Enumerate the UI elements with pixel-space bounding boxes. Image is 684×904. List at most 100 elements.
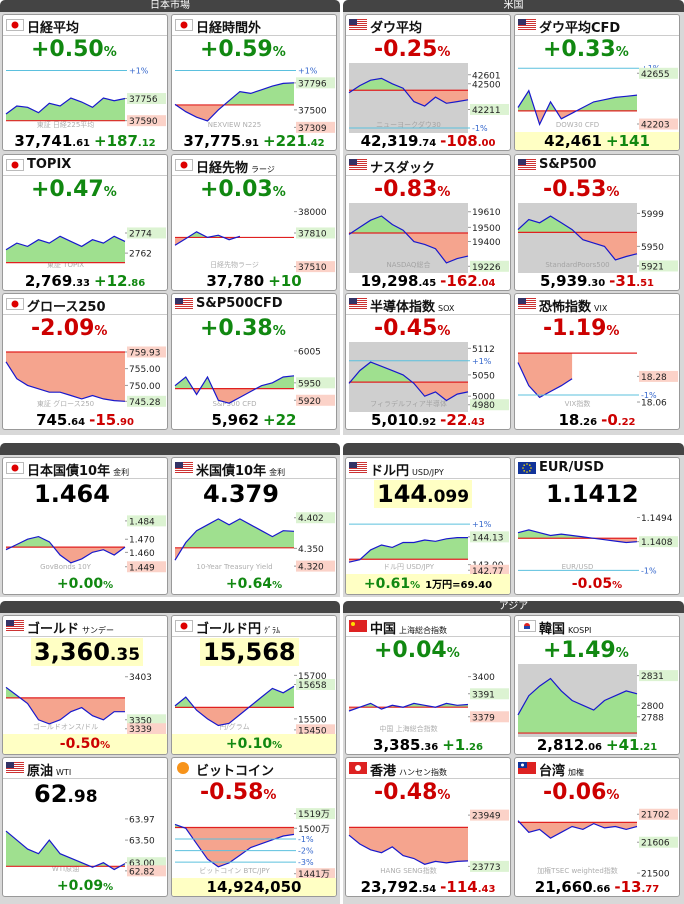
cur-box [296,377,335,389]
flag-part [518,301,536,302]
price-line [348,834,469,865]
percent-unit: % [612,580,623,591]
mini-chart: ドル円 USD/JPY+1%144.13143.00142.77 [348,510,509,575]
prev-box [470,564,509,575]
price-dec: .33 [72,277,90,289]
flag-part [349,308,367,309]
price-int: 5,962 [211,411,259,429]
percent-value: +0.00 [56,576,104,592]
change-percent: -2.09% [31,316,107,341]
flag [6,620,24,632]
price: 15,568 [200,638,299,666]
flag [518,462,536,474]
flag-part [175,158,193,171]
change: -31.51 [609,272,654,290]
flag [175,462,193,474]
change: -13.77 [614,878,659,896]
change-percent: -0.53% [543,177,619,202]
section-title: アジア [498,601,529,612]
level-label: 1500万 [298,825,330,835]
flag-part [349,159,367,161]
card-header: ナスダック [346,155,510,176]
watermark: 東証 グロース250 [37,399,94,408]
change-dec: .21 [639,742,658,753]
flag-part [518,164,536,166]
percent-value: +0.50 [31,37,104,62]
flag-part [349,307,367,308]
flag-part [175,304,193,305]
pct-label: +1% [129,67,149,76]
price-line [348,537,468,563]
mini-chart: KOSPI Composite指数283128002788 [517,664,678,737]
card-header: 半導体指数 SOX [346,294,510,315]
market-sub: SOX [438,304,455,313]
price-int: 42,461 [544,132,602,150]
flag-part [349,306,367,307]
level-label: 37590 [129,117,158,127]
percent-unit: % [272,184,286,200]
flag-part [175,307,193,308]
flag [349,19,367,31]
percent-unit: % [615,646,629,661]
market-name: ゴールド サンデー [27,622,115,637]
flag-part [349,158,357,165]
price-line [5,97,126,115]
watermark: 東証 TOPIX [47,260,84,269]
change-percent: -0.45% [374,316,450,341]
flag-part [6,773,24,774]
level-label: 759.93 [129,348,161,358]
flag-part [349,19,357,25]
flag-part [6,623,24,624]
change-dec: .90 [116,417,134,428]
level-label: 21702 [641,811,670,821]
flag-part [349,168,367,170]
section-header: 米国 [343,0,684,12]
level-label: 37309 [298,124,327,133]
market-sub: 金利 [113,468,130,477]
mini-chart: 東証 日経225平均 +1% 37756 37590 [5,63,166,133]
flag-part [349,620,367,632]
price-line [174,82,295,122]
flag-part [518,20,536,21]
watermark: StandardPoors500 [545,261,609,269]
prev-box [296,121,335,133]
flag [175,158,193,171]
flag-part [175,465,193,466]
price-int: 745 [36,411,68,429]
flag-part [6,631,24,632]
price: 5,962 [212,411,259,429]
change: -162.04 [440,272,495,290]
flag-part [526,463,528,465]
market-sub: WTI [56,768,72,777]
percent-row: -0.50% [3,734,167,754]
change-int: +187 [94,132,138,150]
flag-part [518,19,536,20]
flag-part [6,627,24,628]
section-header: アジア [343,601,684,613]
pct-label: +1% [298,66,318,75]
level-label: 2800 [641,702,664,712]
change-dec: .43 [477,884,496,895]
price-row: 5,962 +22 [172,411,336,429]
percent-unit: % [606,788,620,803]
percent-value: -2.09 [31,316,95,341]
watermark: S&P500 CFD [212,400,256,408]
flag-part [349,22,367,23]
price-dec: .30 [587,277,606,289]
change-percent: -0.58% [200,780,276,805]
watermark: 円/グラム [219,722,249,731]
price-line [348,702,469,712]
section-title: 日本市場 [150,0,190,11]
flag-part [175,466,193,467]
market-card: S&P500 -0.53% StandardPoors500 5999 5950 5921… [514,153,680,291]
price-line [517,362,573,399]
change-percent: +0.59% [200,37,286,62]
change-int: +10 [268,271,302,290]
flag-part [518,168,536,170]
percent-unit: % [103,580,114,591]
flag-part [349,471,367,472]
flag-part [175,301,193,302]
